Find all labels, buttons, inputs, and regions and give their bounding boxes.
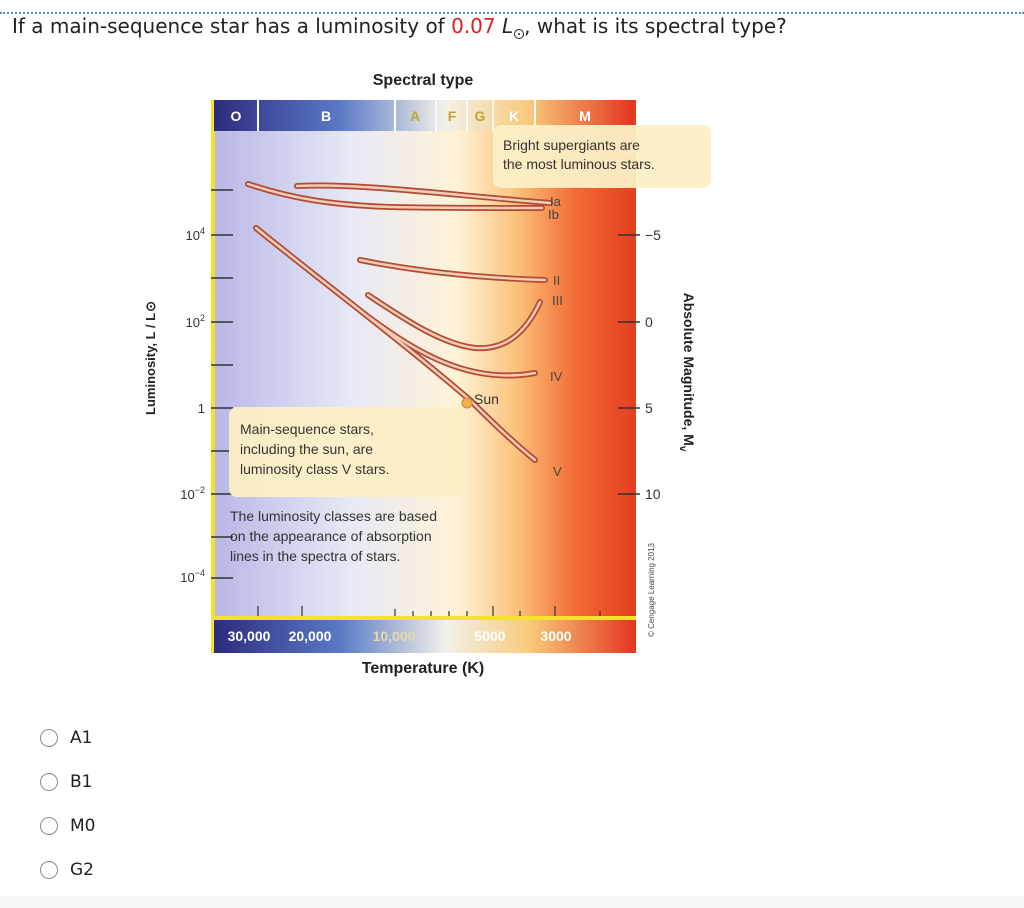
spectral-type-title: Spectral type: [373, 72, 474, 89]
choice-g2[interactable]: G2: [40, 848, 95, 892]
label-Ia: Ia: [550, 194, 562, 209]
label-II: II: [553, 273, 560, 288]
callout-supergiants: [493, 125, 711, 188]
y-tick-1e4: 104: [186, 226, 205, 243]
spectral-A: A: [410, 108, 420, 124]
hr-diagram: O B A F G K M Spectral type 30,000 20,00…: [143, 72, 711, 677]
svg-text:on the appearance of absorptio: on the appearance of absorption: [230, 528, 432, 544]
spectral-B: B: [321, 108, 331, 124]
x-axis-title: Temperature (K): [362, 660, 484, 677]
svg-text:Bright supergiants are: Bright supergiants are: [503, 137, 640, 153]
luminosity-value: 0.07: [451, 14, 496, 38]
x-tick-20000: 20,000: [289, 628, 332, 644]
y-axis-label: Luminosity, L / L⊙: [143, 301, 158, 415]
label-Ib: Ib: [548, 207, 559, 222]
mag-tick-10: 10: [645, 486, 661, 502]
svg-text:The luminosity classes are bas: The luminosity classes are based: [230, 508, 437, 524]
note-luminosity-classes: The luminosity classes are based on the …: [230, 508, 437, 564]
sun-marker: [461, 397, 473, 409]
y-tick-1e2: 102: [186, 313, 205, 330]
temperature-bar: [214, 620, 636, 653]
spectral-O: O: [231, 108, 242, 124]
y-tick-1: 1: [198, 401, 205, 416]
svg-text:the most luminous stars.: the most luminous stars.: [503, 156, 655, 172]
x-tick-30000: 30,000: [228, 628, 271, 644]
answer-choices: A1 B1 M0 G2: [40, 716, 95, 892]
x-tick-10000: 10,000: [373, 628, 416, 644]
svg-text:Luminosity, L / L⊙: Luminosity, L / L⊙: [143, 301, 158, 415]
x-tick-3000: 3000: [540, 628, 571, 644]
radio-button[interactable]: [40, 773, 58, 791]
mag-tick-5: 5: [645, 400, 653, 416]
svg-text:Main-sequence stars,: Main-sequence stars,: [240, 421, 374, 437]
spectral-G: G: [475, 108, 486, 124]
label-V: V: [553, 464, 562, 479]
label-III: III: [552, 293, 563, 308]
mag-tick-0: 0: [645, 314, 653, 330]
radio-button[interactable]: [40, 729, 58, 747]
spectral-F: F: [448, 108, 457, 124]
svg-text:lines in the spectra of stars.: lines in the spectra of stars.: [230, 548, 400, 564]
svg-text:Absolute Magnitude, Mv: Absolute Magnitude, Mv: [677, 293, 697, 452]
x-tick-5000: 5000: [474, 628, 505, 644]
radio-button[interactable]: [40, 817, 58, 835]
y-tick-1e-4: 10−4: [180, 568, 205, 585]
credit-text: © Cengage Learning 2013: [647, 542, 656, 637]
svg-text:luminosity class V stars.: luminosity class V stars.: [240, 461, 389, 477]
radio-button[interactable]: [40, 861, 58, 879]
svg-text:© Cengage Learning 2013: © Cengage Learning 2013: [647, 542, 656, 637]
choice-b1[interactable]: B1: [40, 760, 95, 804]
question-text: If a main-sequence star has a luminosity…: [12, 14, 787, 39]
label-IV: IV: [550, 369, 563, 384]
sun-label: Sun: [474, 391, 499, 407]
sun-symbol-icon: [514, 29, 525, 39]
spectral-K: K: [509, 108, 519, 124]
callout-main-sequence: [229, 407, 465, 497]
choice-a1[interactable]: A1: [40, 716, 95, 760]
bottom-strip: [0, 896, 1024, 908]
right-axis-label: Absolute Magnitude, Mv: [677, 293, 697, 452]
y-tick-1e-2: 10−2: [180, 485, 205, 502]
mag-tick-neg5: −5: [645, 227, 661, 243]
choice-m0[interactable]: M0: [40, 804, 95, 848]
spectral-M: M: [579, 108, 591, 124]
top-divider: [0, 12, 1024, 14]
svg-text:including the sun, are: including the sun, are: [240, 441, 373, 457]
